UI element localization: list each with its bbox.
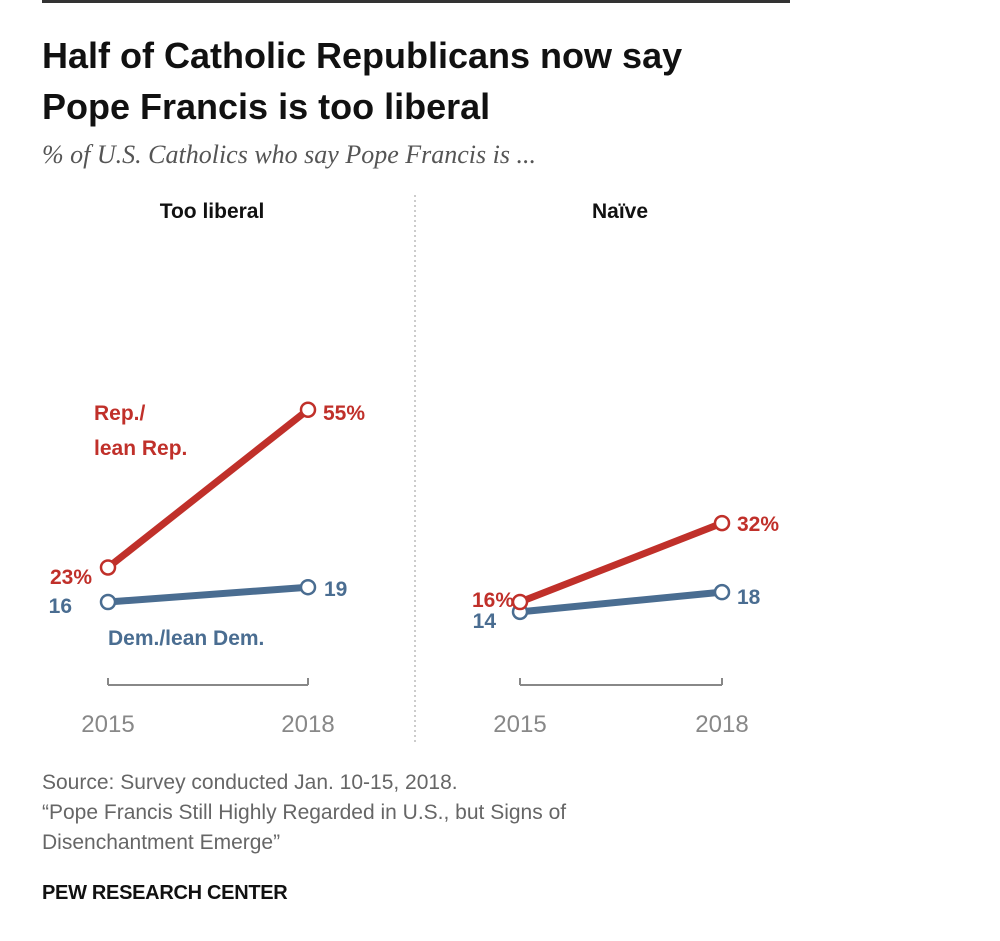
panel-title-naive: Naïve bbox=[592, 200, 648, 223]
data-point-rep-2015 bbox=[99, 559, 117, 576]
chart-subtitle: % of U.S. Catholics who say Pope Francis… bbox=[42, 140, 536, 169]
source-note: Source: Survey conducted Jan. 10-15, 201… bbox=[42, 771, 458, 794]
data-point-rep-2015 bbox=[511, 593, 529, 611]
data-point-dem-2018 bbox=[299, 578, 317, 596]
series-line-rep bbox=[105, 406, 311, 571]
series-line-rep bbox=[518, 519, 724, 606]
data-label-dem-2018: 19 bbox=[324, 578, 347, 601]
title-line-2: Pope Francis is too liberal bbox=[42, 86, 491, 127]
chart-title: Half of Catholic Republicans now say Pop… bbox=[42, 30, 802, 132]
x-tick-label-2015: 2015 bbox=[493, 711, 546, 738]
series-line-dem bbox=[107, 583, 309, 606]
panel-title-too-liberal: Too liberal bbox=[160, 200, 265, 223]
series-label-rep: lean Rep. bbox=[94, 437, 187, 460]
top-rule bbox=[42, 0, 790, 3]
slope-charts: Too liberal 2015 2018 16 19 Dem./lean Dem. 23%… bbox=[49, 195, 779, 745]
x-tick-label-2015: 2015 bbox=[81, 711, 134, 738]
data-label-rep-2018: 32% bbox=[737, 513, 779, 536]
report-title-line-2: Disenchantment Emerge” bbox=[42, 831, 281, 854]
data-label-rep-2015: 23% bbox=[50, 566, 92, 589]
series-line-dem bbox=[519, 588, 723, 616]
report-title-line-1: “Pope Francis Still Highly Regarded in U… bbox=[42, 801, 567, 824]
series-label-rep: Rep./ bbox=[94, 402, 146, 425]
data-label-rep-2015: 16% bbox=[472, 589, 514, 612]
data-point-dem-2018 bbox=[713, 583, 731, 601]
data-label-rep-2018: 55% bbox=[323, 402, 365, 425]
footer: Source: Survey conducted Jan. 10-15, 201… bbox=[42, 768, 566, 858]
title-line-1: Half of Catholic Republicans now say bbox=[42, 35, 683, 76]
data-point-rep-2018 bbox=[299, 401, 317, 418]
data-label-dem-2015: 14 bbox=[473, 610, 497, 633]
org-logo-text: PEW RESEARCH CENTER bbox=[42, 882, 288, 904]
data-label-dem-2018: 18 bbox=[737, 586, 761, 609]
data-point-rep-2018 bbox=[713, 514, 731, 532]
data-label-dem-2015: 16 bbox=[49, 595, 72, 618]
x-tick-label-2018: 2018 bbox=[695, 711, 748, 738]
x-tick-label-2018: 2018 bbox=[281, 711, 334, 738]
series-label-dem: Dem./lean Dem. bbox=[108, 627, 264, 650]
data-point-dem-2015 bbox=[99, 593, 117, 611]
